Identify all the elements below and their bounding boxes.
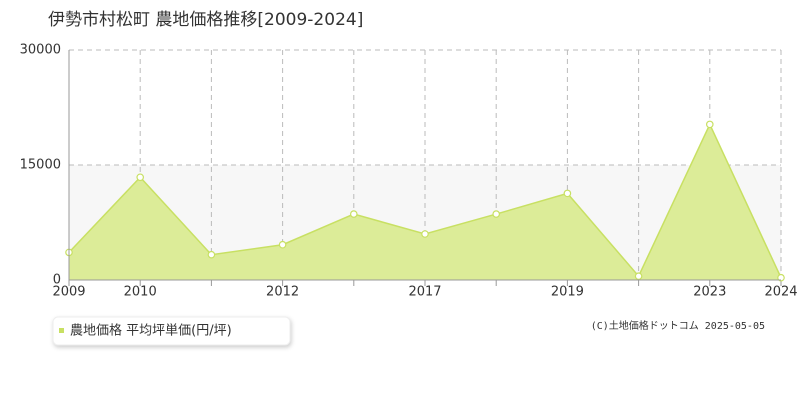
point [492, 210, 501, 218]
point [777, 273, 785, 282]
point [136, 173, 145, 182]
point [207, 250, 216, 259]
point [349, 210, 358, 218]
x-tick-label: 2010 [124, 285, 157, 300]
legend-box [52, 316, 291, 346]
x-tick-label: 2023 [693, 285, 726, 300]
point [421, 230, 429, 238]
x-tick-label: 2017 [408, 285, 441, 300]
copyright: (C)土地価格ドットコム 2025-05-05 [591, 319, 765, 332]
x-tick-label: 2012 [266, 285, 299, 300]
point [563, 189, 572, 198]
point [634, 272, 643, 280]
point [278, 240, 287, 249]
legend-label: 農地価格 平均坪単価(円/坪) [70, 323, 232, 339]
x-tick-label: 2024 [764, 285, 797, 300]
y-tick-label: 30000 [20, 43, 61, 58]
x-tick-label: 2019 [551, 285, 584, 300]
area [69, 124, 781, 280]
y-tick-label: 0 [53, 273, 61, 288]
y-tick-label: 15000 [20, 158, 61, 173]
point [705, 120, 714, 129]
x-tick-label: 2009 [52, 285, 85, 300]
chart-title: 伊勢市村松町 農地価格推移[2009-2024] [48, 10, 363, 30]
legend-swatch [59, 328, 64, 333]
